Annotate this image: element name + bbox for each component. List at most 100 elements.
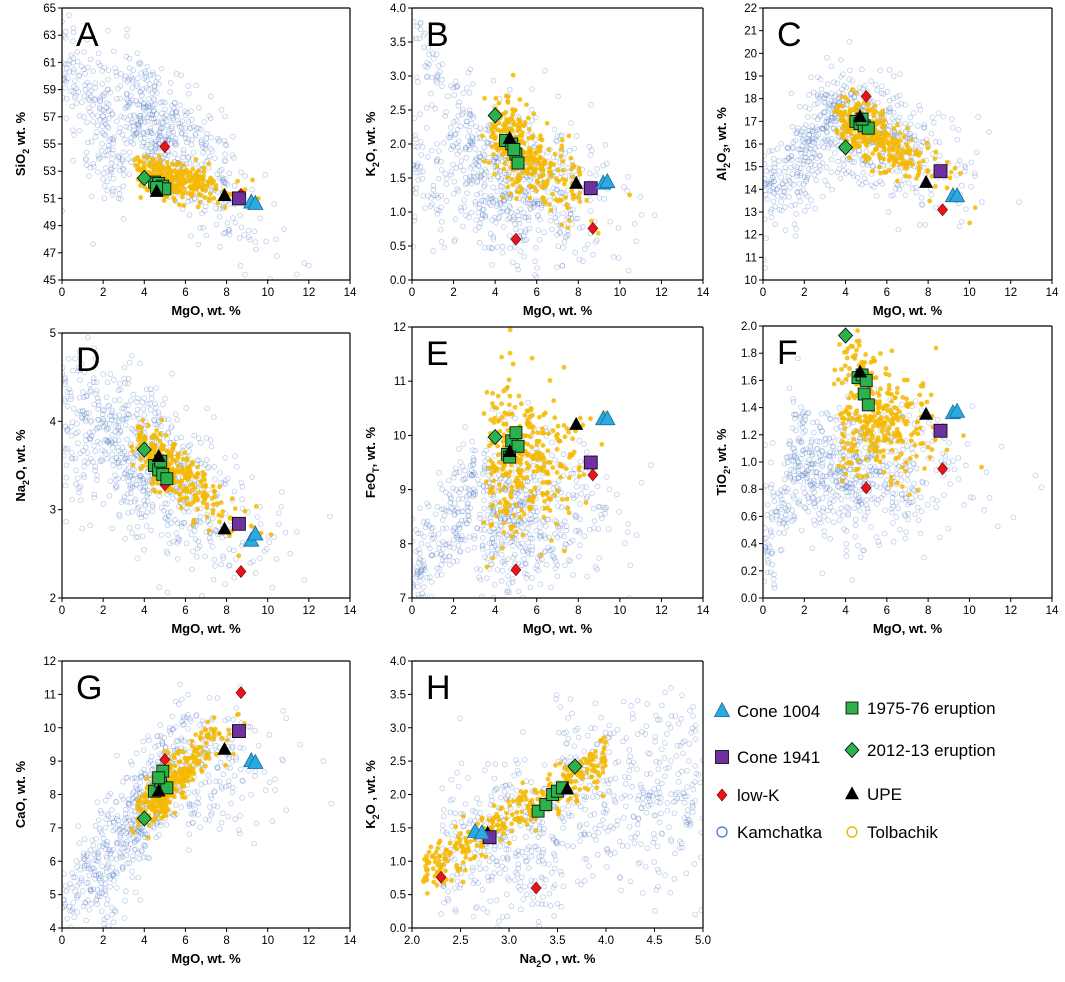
kamchatka-point xyxy=(763,265,769,271)
kamchatka-point xyxy=(76,72,82,79)
tolbachik-point xyxy=(235,178,240,184)
kamchatka-point xyxy=(62,482,69,489)
kamchatka-point xyxy=(418,152,425,158)
kamchatka-point xyxy=(824,129,830,136)
kamchatka-point xyxy=(200,224,206,231)
tolbachik-point xyxy=(557,197,563,203)
tolbachik-point xyxy=(854,133,860,139)
kamchatka-point xyxy=(133,451,139,457)
kamchatka-point xyxy=(464,190,470,196)
kamchatka-point xyxy=(552,214,559,221)
kamchatka-point xyxy=(115,448,122,454)
point-low-k xyxy=(937,203,948,217)
kamchatka-point xyxy=(805,135,811,142)
kamchatka-point xyxy=(178,130,185,137)
kamchatka-point xyxy=(125,380,131,387)
kamchatka-point xyxy=(110,188,116,195)
kamchatka-point xyxy=(463,155,470,161)
kamchatka-point xyxy=(77,450,83,457)
kamchatka-point xyxy=(217,243,223,250)
kamchatka-point xyxy=(525,297,530,302)
kamchatka-point xyxy=(478,215,485,222)
tolbachik-point xyxy=(501,111,507,117)
kamchatka-point xyxy=(565,557,572,563)
tolbachik-point xyxy=(531,111,537,117)
kamchatka-point xyxy=(555,93,561,100)
kamchatka-point xyxy=(887,109,894,116)
kamchatka-point xyxy=(83,393,90,400)
y-tick-label: 22 xyxy=(744,3,757,15)
kamchatka-point xyxy=(475,285,480,290)
kamchatka-point xyxy=(85,139,91,146)
kamchatka-point xyxy=(156,130,163,136)
kamchatka-point xyxy=(803,154,809,160)
kamchatka-point xyxy=(109,136,116,142)
y-tick-label: 21 xyxy=(744,26,757,38)
kamchatka-point xyxy=(83,410,90,417)
kamchatka-point xyxy=(83,157,89,163)
kamchatka-point xyxy=(433,51,440,58)
chart-panel-b: 0 2 4 6 8 10 12 140.00.51.01.52.02.53.03.54.0Mg… xyxy=(363,3,710,318)
kamchatka-point xyxy=(563,232,570,239)
kamchatka-point xyxy=(62,34,69,41)
kamchatka-point xyxy=(430,186,437,193)
tolbachik-point xyxy=(141,160,147,166)
kamchatka-point xyxy=(413,185,419,191)
kamchatka-point xyxy=(249,186,256,193)
kamchatka-point xyxy=(148,115,155,122)
kamchatka-point xyxy=(467,66,474,73)
kamchatka-point xyxy=(441,512,448,519)
kamchatka-point xyxy=(151,417,157,424)
kamchatka-point xyxy=(63,462,70,468)
kamchatka-point xyxy=(521,232,527,239)
tolbachik-point xyxy=(529,184,535,189)
kamchatka-point xyxy=(894,168,901,175)
kamchatka-point xyxy=(262,171,269,178)
tolbachik-point xyxy=(154,428,160,433)
kamchatka-point xyxy=(499,208,506,215)
kamchatka-point xyxy=(124,436,130,443)
kamchatka-point xyxy=(454,83,461,89)
kamchatka-point xyxy=(81,114,87,120)
tolbachik-point xyxy=(878,170,883,176)
kamchatka-point xyxy=(222,455,228,461)
kamchatka-point xyxy=(94,395,101,402)
kamchatka-point xyxy=(589,147,595,154)
tolbachik-point xyxy=(952,165,958,171)
tolbachik-point xyxy=(860,134,866,139)
kamchatka-point xyxy=(269,584,276,591)
kamchatka-point xyxy=(79,99,85,105)
kamchatka-point xyxy=(122,422,129,428)
kamchatka-point xyxy=(433,157,440,164)
tolbachik-point xyxy=(842,109,848,115)
kamchatka-point xyxy=(791,163,798,169)
kamchatka-point xyxy=(770,188,776,195)
x-tick-label: 8 xyxy=(223,287,229,299)
kamchatka-point xyxy=(222,477,229,484)
kamchatka-point xyxy=(76,127,83,134)
kamchatka-point xyxy=(94,472,100,479)
kamchatka-point xyxy=(913,184,919,191)
kamchatka-point xyxy=(133,534,140,541)
kamchatka-point xyxy=(460,167,467,174)
kamchatka-point xyxy=(157,99,164,106)
kamchatka-point xyxy=(190,149,197,156)
kamchatka-point xyxy=(123,140,130,146)
tolbachik-point xyxy=(560,167,566,173)
kamchatka-point xyxy=(127,484,133,491)
kamchatka-point xyxy=(429,74,435,81)
kamchatka-point xyxy=(922,222,929,228)
kamchatka-point xyxy=(422,205,428,211)
kamchatka-point xyxy=(778,199,784,205)
kamchatka-point xyxy=(70,55,76,61)
tolbachik-point xyxy=(136,158,142,164)
kamchatka-point xyxy=(158,504,165,511)
tolbachik-point xyxy=(561,181,567,187)
kamchatka-point xyxy=(886,67,893,73)
kamchatka-point xyxy=(491,581,498,588)
kamchatka-point xyxy=(74,49,81,55)
kamchatka-point xyxy=(554,133,561,139)
kamchatka-point xyxy=(875,99,881,106)
kamchatka-point xyxy=(231,155,237,161)
kamchatka-point xyxy=(527,584,534,591)
